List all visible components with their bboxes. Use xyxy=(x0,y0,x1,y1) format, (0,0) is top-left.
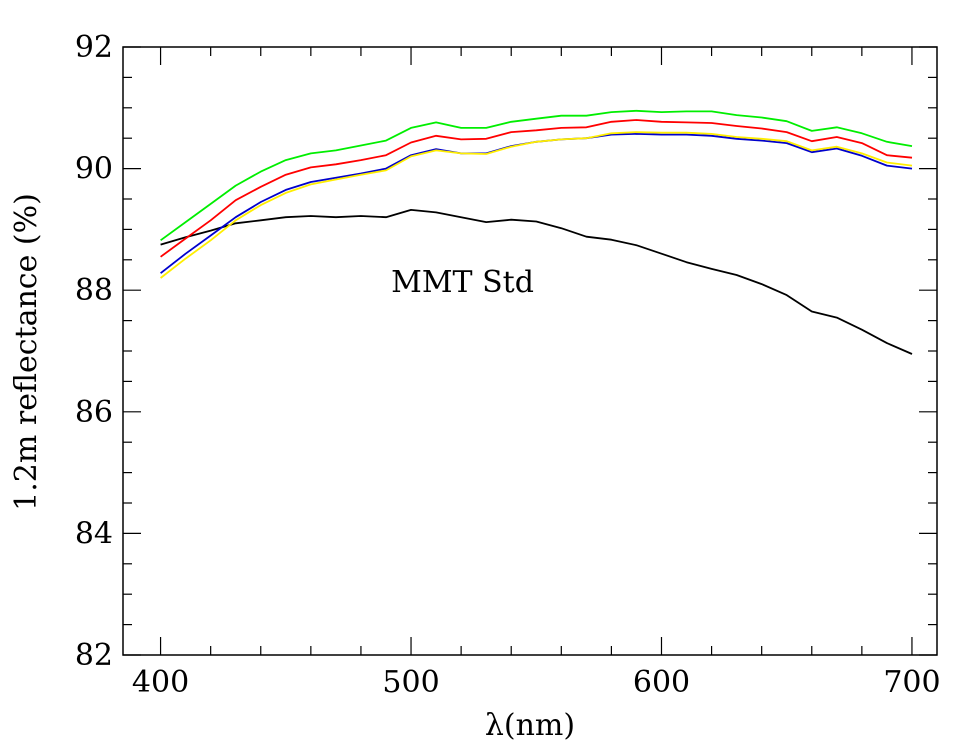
series-line-4 xyxy=(160,119,913,258)
annotation-mmt-std: MMT Std xyxy=(391,265,534,300)
series-line-3 xyxy=(160,131,913,279)
series-line-2 xyxy=(160,132,913,274)
x-tick-label: 700 xyxy=(883,665,940,700)
axis-ticks xyxy=(123,46,937,656)
x-tick-label: 500 xyxy=(382,665,439,700)
y-tick-label: 90 xyxy=(75,152,113,187)
x-tick-label: 600 xyxy=(633,665,690,700)
y-axis-label: 1.2m reflectance (%) xyxy=(9,193,44,511)
y-tick-label: 86 xyxy=(75,395,113,430)
x-tick-label: 400 xyxy=(132,665,189,700)
y-tick-label: 88 xyxy=(75,273,113,308)
y-tick-label: 84 xyxy=(75,516,113,551)
axis-tick-labels: 400 500 600 700 82 84 86 88 90 92 xyxy=(75,30,941,700)
series-line-5 xyxy=(160,109,913,242)
x-axis-label: λ(nm) xyxy=(485,708,575,743)
y-tick-label: 92 xyxy=(75,30,113,65)
series-line-1 xyxy=(160,208,913,355)
plot-border xyxy=(122,46,938,656)
plot-frame xyxy=(122,46,938,656)
y-tick-label: 82 xyxy=(75,638,113,673)
series-layer xyxy=(160,109,913,355)
